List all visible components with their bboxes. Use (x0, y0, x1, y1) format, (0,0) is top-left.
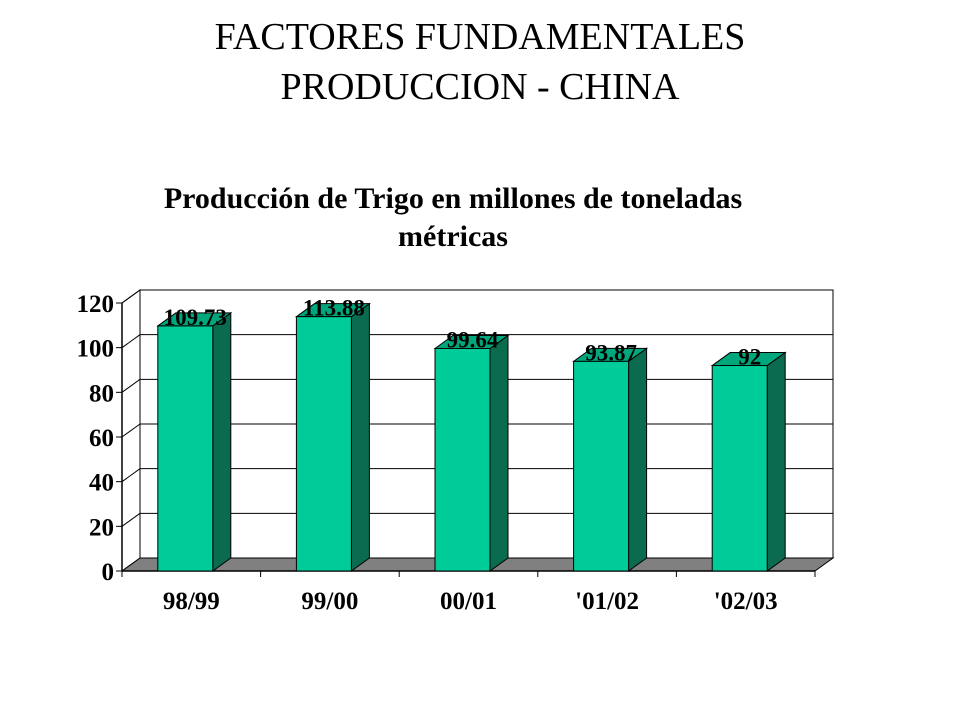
x-tick-label: 99/00 (301, 588, 358, 615)
x-tick-label: '02/03 (714, 588, 778, 615)
y-tick-label: 20 (89, 514, 114, 541)
bar-value-label: 99.64 (447, 327, 499, 352)
bar (295, 316, 352, 572)
x-tick-label: '01/02 (575, 588, 639, 615)
gridline-diagonal (121, 512, 141, 527)
bar (711, 365, 768, 572)
slide-title: FACTORES FUNDAMENTALES PRODUCCION - CHIN… (0, 12, 960, 112)
bar (157, 325, 214, 572)
y-tick-label: 100 (77, 336, 115, 363)
y-tick-label: 60 (89, 425, 114, 452)
bar (434, 347, 491, 572)
bar-side (489, 334, 509, 572)
bar-value-label: 113.88 (303, 296, 365, 321)
gridline-diagonal (121, 378, 141, 393)
y-tick-label: 0 (102, 559, 115, 586)
bar-side (766, 351, 786, 572)
y-tick-label: 120 (77, 291, 115, 318)
x-tick-label: 98/99 (163, 588, 220, 615)
bar-value-label: 109.73 (164, 305, 227, 330)
bar-side (628, 347, 648, 572)
bar-side (350, 302, 370, 572)
y-tick-label: 80 (89, 380, 114, 407)
y-tick-label: 40 (89, 470, 114, 497)
gridline-diagonal (121, 423, 141, 438)
gridline-diagonal (121, 289, 141, 304)
slide-title-line-1: FACTORES FUNDAMENTALES (214, 16, 746, 58)
bar (573, 360, 630, 572)
bar-side (212, 311, 232, 572)
x-tick-label: 00/01 (440, 588, 497, 615)
bar-value-label: 92 (738, 345, 761, 370)
slide-title-line-2: PRODUCCION - CHINA (280, 66, 680, 108)
chart-title-line-2: métricas (398, 220, 508, 253)
bar-value-label: 93.87 (585, 340, 637, 365)
gridline-diagonal (121, 334, 141, 349)
plot-area: 0 20 40 60 80 100 120 109.73 98/99 113.88 99/00 99.… (77, 289, 835, 615)
chart-title-line-1: Producción de Trigo en millones de tonel… (164, 182, 742, 215)
gridline-diagonal (121, 468, 141, 483)
